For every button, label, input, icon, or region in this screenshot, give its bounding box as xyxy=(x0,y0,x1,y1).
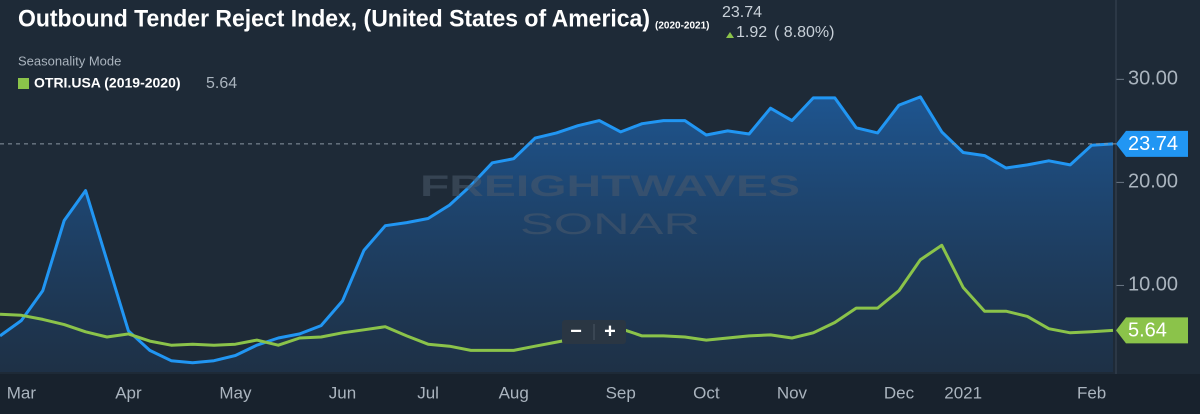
plot: 10.00 20.00 30.00 Mar Apr May Jun Jul Aug Sep Oct N… xyxy=(0,0,1188,402)
x-tick-label: Nov xyxy=(777,383,808,402)
zoom-in[interactable]: + xyxy=(604,320,616,342)
x-tick-label: Feb xyxy=(1077,383,1106,402)
header-value: 23.74 xyxy=(722,4,762,21)
x-tick-label: Mar xyxy=(7,383,37,402)
zoom-controls: − + xyxy=(562,320,626,344)
x-tick-label: Sep xyxy=(606,383,636,402)
x-tick-label: Oct xyxy=(693,383,720,402)
watermark: SONAR xyxy=(520,208,700,241)
line xyxy=(0,243,1114,352)
zoom-out[interactable]: − xyxy=(570,320,582,342)
series-tag: (2020-2021) xyxy=(655,21,709,32)
legend-value: 5.64 xyxy=(206,75,237,92)
change-pct: ( 8.80%) xyxy=(774,24,834,41)
y-tick-label: 30.00 xyxy=(1128,68,1178,90)
x-tick-label: Apr xyxy=(115,383,142,402)
x-axis-strip xyxy=(0,374,1200,414)
legend-swatch xyxy=(18,78,29,89)
x-tick-label: 2021 xyxy=(944,383,982,402)
last-value-label: 23.74 xyxy=(1128,133,1178,155)
x-tick-label: Jul xyxy=(417,383,439,402)
last-value-badge xyxy=(1116,130,1188,157)
y-tick-label: 20.00 xyxy=(1128,171,1178,193)
x-tick-label: Aug xyxy=(499,383,529,402)
mode-label: Seasonality Mode xyxy=(18,53,121,68)
y-tick-label: 10.00 xyxy=(1128,274,1178,296)
watermark: FREIGHTWAVES xyxy=(420,170,800,203)
legend-label[interactable]: OTRI.USA (2019-2020) xyxy=(34,75,181,91)
x-tick-label: Dec xyxy=(884,383,915,402)
line xyxy=(0,95,1114,365)
last-value-badge xyxy=(1116,317,1188,344)
x-tick-label: Jun xyxy=(329,383,356,402)
x-tick-label: May xyxy=(219,383,252,402)
up-arrow xyxy=(726,32,734,38)
change: 1.92 xyxy=(736,24,767,41)
chart-title: Outbound Tender Reject Index, (United St… xyxy=(18,5,650,32)
area xyxy=(0,96,1113,373)
last-value-label: 5.64 xyxy=(1128,320,1167,342)
